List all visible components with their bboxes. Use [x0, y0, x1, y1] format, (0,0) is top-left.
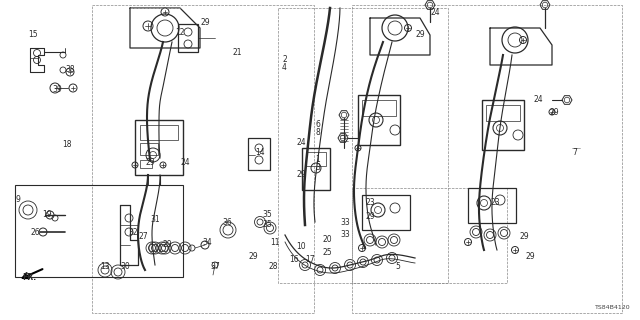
Text: 18: 18 — [62, 140, 72, 149]
Bar — [362, 100, 396, 116]
Text: 35: 35 — [262, 220, 272, 229]
Text: 29: 29 — [520, 232, 530, 241]
Text: 35: 35 — [262, 210, 272, 219]
Bar — [140, 125, 178, 140]
Bar — [352, 5, 622, 313]
Text: 24: 24 — [296, 138, 306, 147]
Text: 29: 29 — [525, 252, 534, 261]
Text: 33: 33 — [340, 218, 349, 227]
Bar — [352, 188, 507, 283]
Text: 30: 30 — [120, 262, 130, 271]
Text: 12: 12 — [175, 28, 184, 37]
Text: 29: 29 — [162, 240, 172, 249]
Text: 8: 8 — [315, 128, 320, 137]
Text: 16: 16 — [289, 255, 299, 264]
Bar — [302, 148, 330, 190]
Text: 37: 37 — [210, 262, 220, 271]
Text: 24: 24 — [430, 8, 440, 17]
Text: 29: 29 — [550, 108, 559, 117]
Text: 29: 29 — [248, 252, 258, 261]
Text: FR.: FR. — [22, 273, 36, 282]
Text: 15: 15 — [28, 30, 38, 39]
Text: 38: 38 — [65, 65, 75, 74]
Text: 24: 24 — [180, 158, 189, 167]
Text: 29: 29 — [296, 170, 306, 179]
Text: 23: 23 — [490, 198, 500, 207]
Text: 27: 27 — [138, 232, 148, 241]
Text: 33: 33 — [340, 230, 349, 239]
Bar — [248, 138, 270, 170]
Bar — [482, 100, 524, 150]
Text: 29: 29 — [200, 18, 210, 27]
Text: 4: 4 — [282, 63, 287, 72]
Text: 11: 11 — [270, 238, 280, 247]
Bar — [140, 143, 158, 155]
Text: 2: 2 — [282, 55, 287, 64]
Text: 39: 39 — [52, 85, 61, 94]
Bar — [468, 188, 516, 223]
Bar — [140, 160, 152, 168]
Text: 36: 36 — [222, 218, 232, 227]
Text: 29: 29 — [365, 212, 374, 221]
Text: 20: 20 — [322, 235, 332, 244]
Text: 26: 26 — [30, 228, 40, 237]
Bar — [306, 152, 326, 166]
Text: 23: 23 — [365, 198, 374, 207]
Text: 25: 25 — [322, 248, 332, 257]
Text: 5: 5 — [395, 262, 400, 271]
Bar — [135, 120, 183, 175]
Bar — [92, 5, 314, 313]
Text: 28: 28 — [268, 262, 278, 271]
Bar — [358, 95, 400, 145]
Text: 19: 19 — [42, 210, 52, 219]
Text: 34: 34 — [202, 238, 212, 247]
Bar — [15, 185, 183, 277]
Bar — [178, 24, 198, 52]
Text: 29: 29 — [145, 158, 155, 167]
Text: 17: 17 — [305, 255, 315, 264]
Bar — [278, 8, 448, 283]
Text: 29: 29 — [415, 30, 424, 39]
Text: 6: 6 — [315, 120, 320, 129]
Text: 3: 3 — [315, 163, 320, 172]
Text: 7: 7 — [572, 148, 577, 157]
Text: 21: 21 — [232, 48, 241, 57]
Text: TS84B4120: TS84B4120 — [595, 305, 630, 310]
Text: 9: 9 — [15, 195, 20, 204]
Text: 14: 14 — [255, 148, 264, 157]
Text: 31: 31 — [150, 215, 159, 224]
Text: 24: 24 — [534, 95, 543, 104]
Bar — [362, 195, 410, 230]
Text: 1: 1 — [315, 155, 320, 164]
Text: 10: 10 — [296, 242, 306, 251]
Text: 13: 13 — [100, 262, 109, 271]
Text: 32: 32 — [128, 228, 138, 237]
Bar — [486, 105, 520, 121]
